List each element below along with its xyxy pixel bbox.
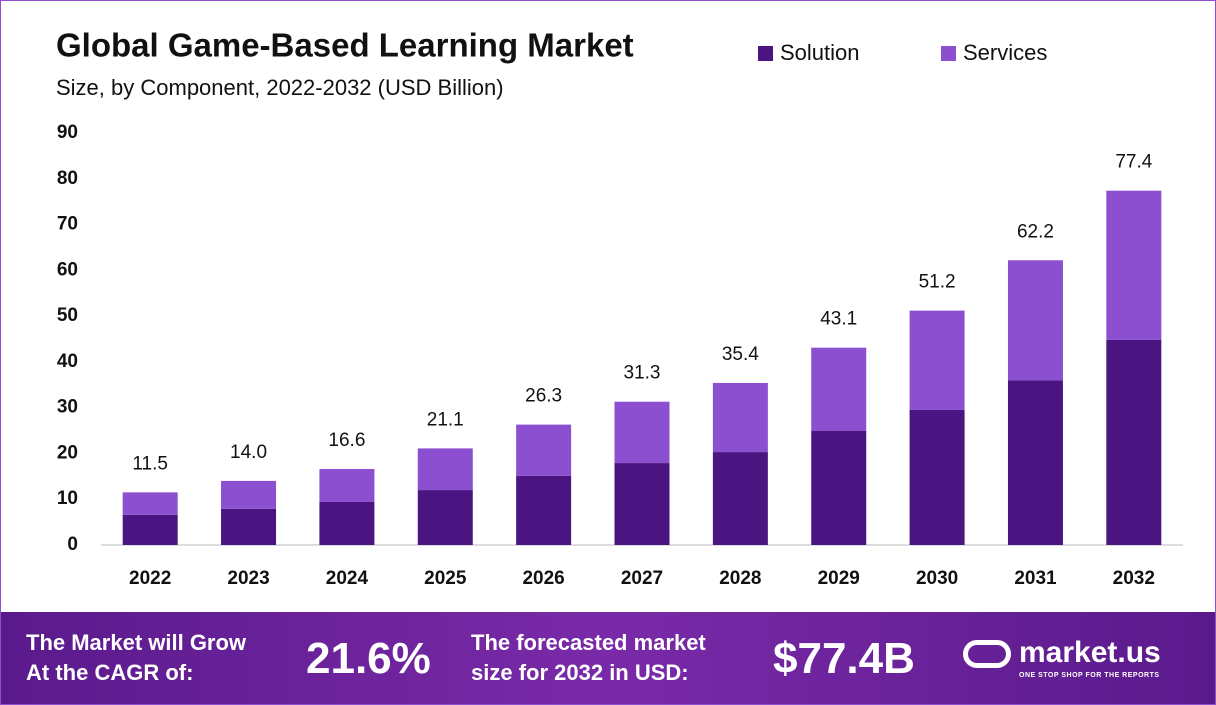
bar-segment xyxy=(221,508,277,545)
y-tick-label: 60 xyxy=(57,259,78,280)
y-tick-label: 80 xyxy=(57,168,78,189)
bar-segment xyxy=(909,409,965,545)
legend-swatch xyxy=(941,46,956,61)
total-label: 11.5 xyxy=(132,453,168,474)
brand-name: market.us xyxy=(1019,636,1161,669)
brand-tagline: ONE STOP SHOP FOR THE REPORTS xyxy=(1019,672,1160,679)
y-tick-label: 10 xyxy=(57,488,78,509)
total-label: 77.4 xyxy=(1115,152,1152,173)
chart: Global Game-Based Learning Market Size, … xyxy=(56,27,1183,589)
bar-segment xyxy=(417,490,473,545)
legend-label: Solution xyxy=(780,40,860,65)
bar-segment xyxy=(614,463,670,545)
forecast-label-1: The forecasted market xyxy=(471,630,706,655)
total-label: 16.6 xyxy=(328,430,365,451)
bar-segment xyxy=(712,452,768,545)
y-tick-label: 50 xyxy=(57,305,78,326)
y-tick-label: 20 xyxy=(57,442,78,463)
total-label: 62.2 xyxy=(1017,221,1054,242)
total-label: 35.4 xyxy=(722,344,759,365)
bar-segment xyxy=(417,448,473,491)
total-label: 21.1 xyxy=(427,409,464,430)
x-tick-label: 2023 xyxy=(227,568,269,589)
bar-segment xyxy=(1106,339,1162,545)
y-tick-label: 0 xyxy=(67,534,78,555)
chart-subtitle: Size, by Component, 2022-2032 (USD Billi… xyxy=(56,75,504,100)
bar-segment xyxy=(811,347,867,432)
total-label: 31.3 xyxy=(624,363,661,384)
y-tick-label: 90 xyxy=(57,122,78,143)
total-label: 43.1 xyxy=(820,309,857,330)
bar-segment xyxy=(614,401,670,464)
bar-segment xyxy=(319,469,375,502)
x-tick-label: 2031 xyxy=(1014,568,1057,589)
cagr-label-1: The Market will Grow xyxy=(26,630,247,655)
bar-segment xyxy=(319,501,375,545)
brand-logo xyxy=(963,640,1011,668)
bar-segment xyxy=(221,480,277,509)
bar-segment xyxy=(122,514,178,545)
total-label: 51.2 xyxy=(919,272,956,293)
forecast-value: $77.4B xyxy=(773,634,915,683)
chart-title: Global Game-Based Learning Market xyxy=(56,27,634,64)
bar-segment xyxy=(516,424,572,476)
x-tick-label: 2022 xyxy=(129,568,171,589)
bar-segment xyxy=(811,431,867,545)
bar-segment xyxy=(1007,380,1063,545)
y-tick-label: 30 xyxy=(57,397,78,418)
forecast-label-2: size for 2032 in USD: xyxy=(471,660,689,685)
y-tick-label: 40 xyxy=(57,351,78,372)
footer: The Market will Grow At the CAGR of: 21.… xyxy=(1,612,1215,704)
y-tick-label: 70 xyxy=(57,214,78,235)
x-tick-label: 2025 xyxy=(424,568,467,589)
bar-segment xyxy=(516,475,572,545)
bar-segment xyxy=(712,382,768,453)
legend-swatch xyxy=(758,46,773,61)
legend-label: Services xyxy=(963,40,1047,65)
bar-segment xyxy=(1007,260,1063,381)
total-label: 26.3 xyxy=(525,386,562,407)
cagr-label-2: At the CAGR of: xyxy=(26,660,194,685)
x-tick-label: 2026 xyxy=(522,568,564,589)
x-tick-label: 2027 xyxy=(621,568,663,589)
total-label: 14.0 xyxy=(230,442,267,463)
x-tick-label: 2028 xyxy=(719,568,761,589)
x-tick-label: 2032 xyxy=(1113,568,1155,589)
x-tick-label: 2030 xyxy=(916,568,958,589)
x-tick-label: 2029 xyxy=(818,568,860,589)
bar-segment xyxy=(909,310,965,410)
cagr-value: 21.6% xyxy=(306,634,431,683)
bar-segment xyxy=(122,492,178,515)
bar-segment xyxy=(1106,190,1162,340)
x-tick-label: 2024 xyxy=(326,568,369,589)
